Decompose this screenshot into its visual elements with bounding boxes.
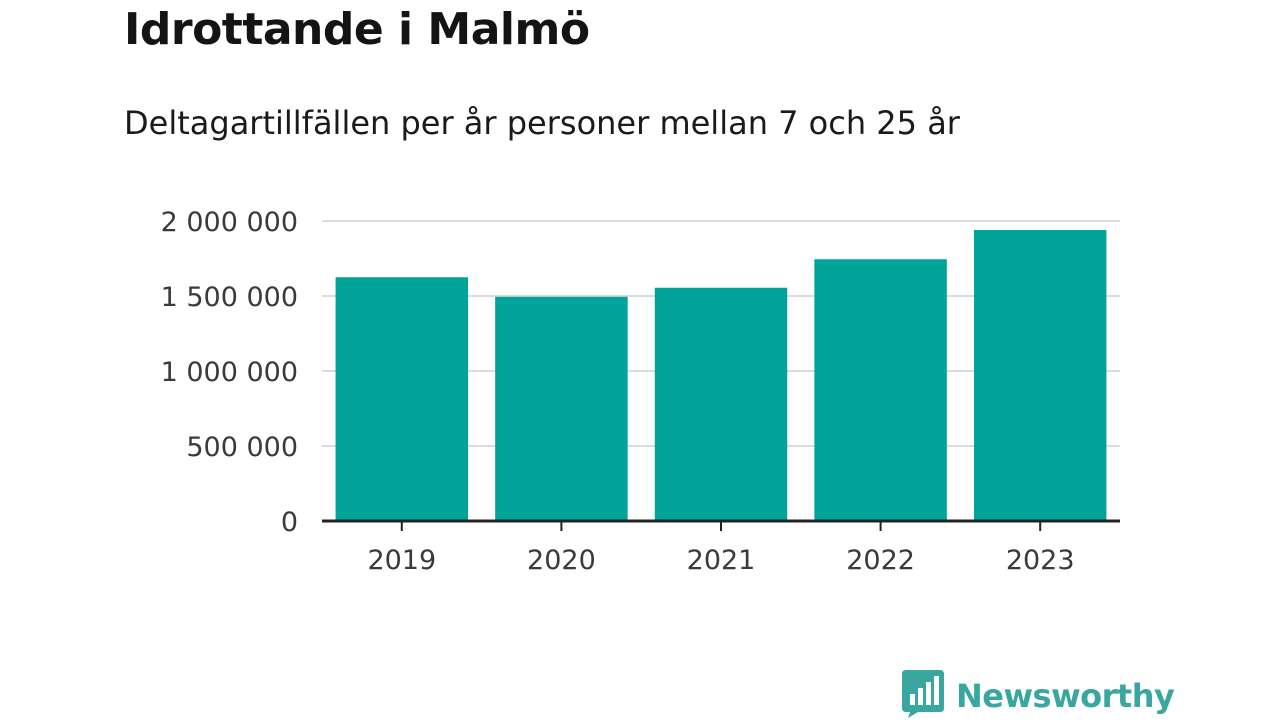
- y-tick-label: 500 000: [186, 432, 298, 463]
- brand-name: Newsworthy: [956, 677, 1175, 715]
- x-axis-ticks: 2019 2020 2021 2022 2023: [367, 521, 1075, 576]
- x-tick-label: 2022: [846, 545, 915, 576]
- chart-title: Idrottande i Malmö: [124, 4, 590, 55]
- y-tick-label: 1 000 000: [161, 357, 298, 388]
- x-tick-label: 2021: [687, 545, 756, 576]
- brand-logo: Newsworthy: [902, 670, 1175, 722]
- x-tick-label: 2023: [1006, 545, 1075, 576]
- y-tick-label: 0: [281, 507, 298, 538]
- bar-2021: [654, 287, 788, 521]
- bar-chart: 0 500 000 1 000 000 1 500 000 2 000 000 2019…: [161, 207, 1120, 576]
- bars: [335, 230, 1107, 521]
- bar-2019: [335, 277, 469, 521]
- bar-2020: [495, 296, 628, 521]
- bar-2023: [973, 230, 1107, 521]
- x-tick-label: 2019: [367, 545, 436, 576]
- bar-2022: [814, 259, 947, 521]
- y-axis-ticks: 0 500 000 1 000 000 1 500 000 2 000 000: [161, 207, 298, 538]
- x-tick-label: 2020: [527, 545, 596, 576]
- y-tick-label: 1 500 000: [161, 282, 298, 313]
- chart-subtitle: Deltagartillfällen per år personer mella…: [124, 104, 960, 142]
- y-tick-label: 2 000 000: [161, 207, 298, 238]
- bar-chart-speech-bubble-icon: [902, 670, 944, 722]
